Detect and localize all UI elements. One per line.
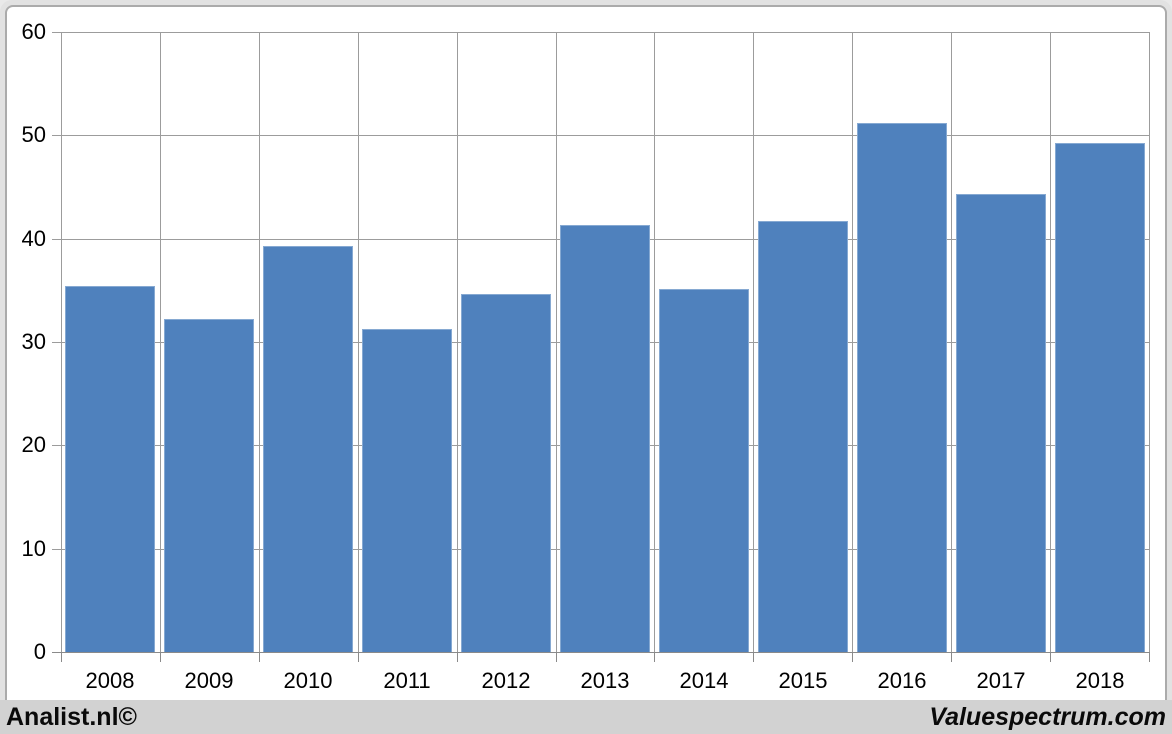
y-axis-tick-label: 40 xyxy=(21,226,46,251)
x-axis-label-2009: 2009 xyxy=(184,668,234,693)
bar-2008 xyxy=(65,286,155,652)
analist-watermark: Analist.nl© xyxy=(6,702,137,731)
x-axis-label-2016: 2016 xyxy=(877,668,927,693)
y-axis-tick-label: 50 xyxy=(21,122,46,147)
x-axis-label-2017: 2017 xyxy=(976,668,1026,693)
x-axis-label-2010: 2010 xyxy=(283,668,333,693)
y-axis-tick-label: 0 xyxy=(33,639,46,664)
x-gridline-10 xyxy=(1050,32,1051,652)
bar-2010 xyxy=(263,246,353,652)
x-axis-tick-5 xyxy=(556,652,557,662)
bar-2016 xyxy=(857,123,947,652)
x-axis-label-2012: 2012 xyxy=(481,668,531,693)
bar-2012 xyxy=(461,294,551,652)
bar-2009 xyxy=(164,319,254,652)
y-axis-tick-label: 10 xyxy=(21,536,46,561)
x-gridline-8 xyxy=(852,32,853,652)
x-gridline-2 xyxy=(259,32,260,652)
x-gridline-1 xyxy=(160,32,161,652)
x-axis-label-2008: 2008 xyxy=(85,668,135,693)
x-gridline-0 xyxy=(61,32,62,652)
valuespectrum-watermark: Valuespectrum.com xyxy=(929,702,1166,731)
y-axis-tick-label: 20 xyxy=(21,432,46,457)
bar-2015 xyxy=(758,221,848,652)
x-axis-tick-9 xyxy=(951,652,952,662)
x-axis-tick-0 xyxy=(61,652,62,662)
x-axis-label-2015: 2015 xyxy=(778,668,828,693)
x-axis-tick-3 xyxy=(358,652,359,662)
x-axis-tick-6 xyxy=(654,652,655,662)
x-axis-tick-8 xyxy=(852,652,853,662)
x-axis-tick-2 xyxy=(259,652,260,662)
x-axis-tick-4 xyxy=(457,652,458,662)
y-axis-tick-label: 30 xyxy=(21,329,46,354)
x-gridline-6 xyxy=(654,32,655,652)
x-gridline-7 xyxy=(753,32,754,652)
x-gridline-3 xyxy=(358,32,359,652)
bar-2017 xyxy=(956,194,1046,652)
x-axis-tick-7 xyxy=(753,652,754,662)
x-gridline-5 xyxy=(556,32,557,652)
x-axis-label-2018: 2018 xyxy=(1075,668,1125,693)
y-gridline-50 xyxy=(52,135,1149,136)
x-axis-line xyxy=(52,652,1149,653)
y-gridline-60 xyxy=(52,32,1149,33)
x-gridline-4 xyxy=(457,32,458,652)
x-axis-tick-11 xyxy=(1149,652,1150,662)
x-axis-tick-1 xyxy=(160,652,161,662)
bar-2011 xyxy=(362,329,452,652)
x-axis-label-2011: 2011 xyxy=(383,668,431,693)
y-axis-tick-label: 60 xyxy=(21,19,46,44)
bar-2014 xyxy=(659,289,749,652)
x-axis-tick-10 xyxy=(1050,652,1051,662)
x-gridline-11 xyxy=(1149,32,1150,652)
bar-2013 xyxy=(560,225,650,652)
x-gridline-9 xyxy=(951,32,952,652)
bar-2018 xyxy=(1055,143,1145,652)
attribution-bar: Analist.nl© Valuespectrum.com xyxy=(0,700,1172,734)
x-axis-label-2013: 2013 xyxy=(580,668,630,693)
x-axis-label-2014: 2014 xyxy=(679,668,729,693)
